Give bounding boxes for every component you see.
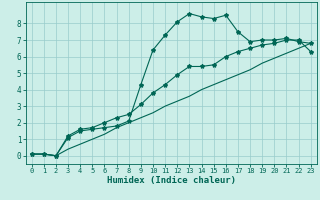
- X-axis label: Humidex (Indice chaleur): Humidex (Indice chaleur): [107, 176, 236, 185]
